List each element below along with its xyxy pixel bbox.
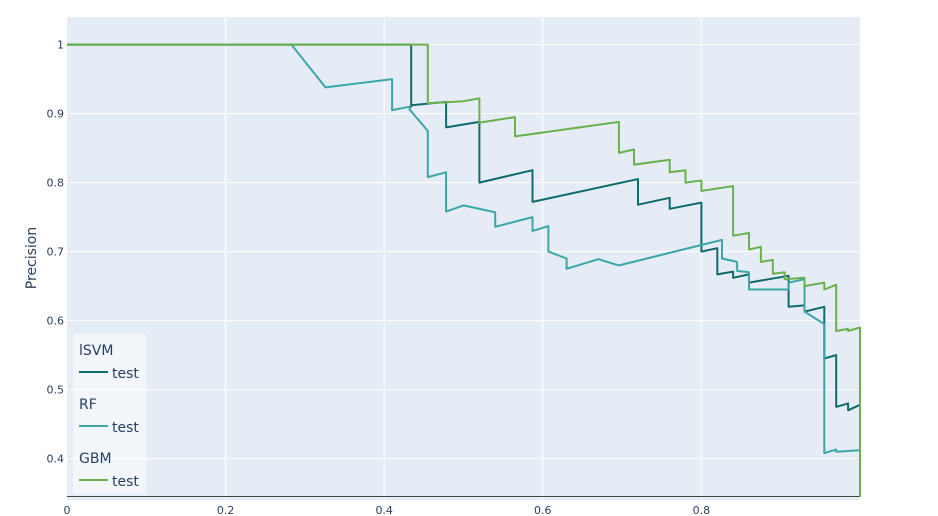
legend-item-label[interactable]: test [112,420,139,436]
series-line-rf[interactable] [67,43,861,497]
legend-background [73,334,146,494]
x-tick-label: 0.2 [217,504,235,516]
legend-item-label[interactable]: test [112,474,139,490]
series-line-lsvm[interactable] [67,43,861,497]
x-tick-label: 0.4 [375,504,393,516]
legend-item-label[interactable]: test [112,366,139,382]
y-tick-label: 0.4 [47,453,65,466]
x-tick-label: 0.6 [534,504,552,516]
series-line-gbm[interactable] [67,43,861,497]
y-tick-label: 0.5 [47,384,65,397]
y-tick-label: 0.7 [47,246,65,259]
legend-group-title: GBM [79,451,112,467]
series-lines [67,43,861,497]
x-tick-label: 0 [64,504,71,516]
plot-background [67,17,860,500]
legend-group-title: RF [79,397,97,413]
legend-group-title: lSVM [79,343,113,359]
legend: lSVM test RF test GBM test [73,334,146,494]
y-tick-label: 0.6 [47,315,65,328]
y-tick-label: 1 [57,39,64,52]
x-axis-ticks: 0 0.2 0.4 0.6 0.8 [64,504,711,516]
y-axis-title: Precision [24,227,40,289]
x-tick-label: 0.8 [693,504,711,516]
y-axis-ticks: 0.4 0.5 0.6 0.7 0.8 0.9 1 [47,39,65,466]
y-tick-label: 0.9 [47,108,65,121]
y-tick-label: 0.8 [47,177,65,190]
